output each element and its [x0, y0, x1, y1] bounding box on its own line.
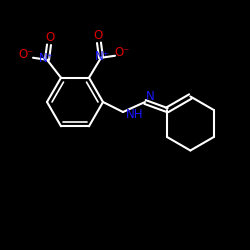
- Text: O⁻: O⁻: [114, 46, 130, 59]
- Text: N: N: [146, 90, 155, 104]
- Text: O: O: [94, 29, 103, 42]
- Text: N⁺: N⁺: [38, 52, 54, 65]
- Text: O: O: [46, 31, 55, 44]
- Text: O⁻: O⁻: [18, 48, 34, 61]
- Text: NH: NH: [126, 108, 144, 120]
- Text: N⁺: N⁺: [94, 50, 110, 63]
